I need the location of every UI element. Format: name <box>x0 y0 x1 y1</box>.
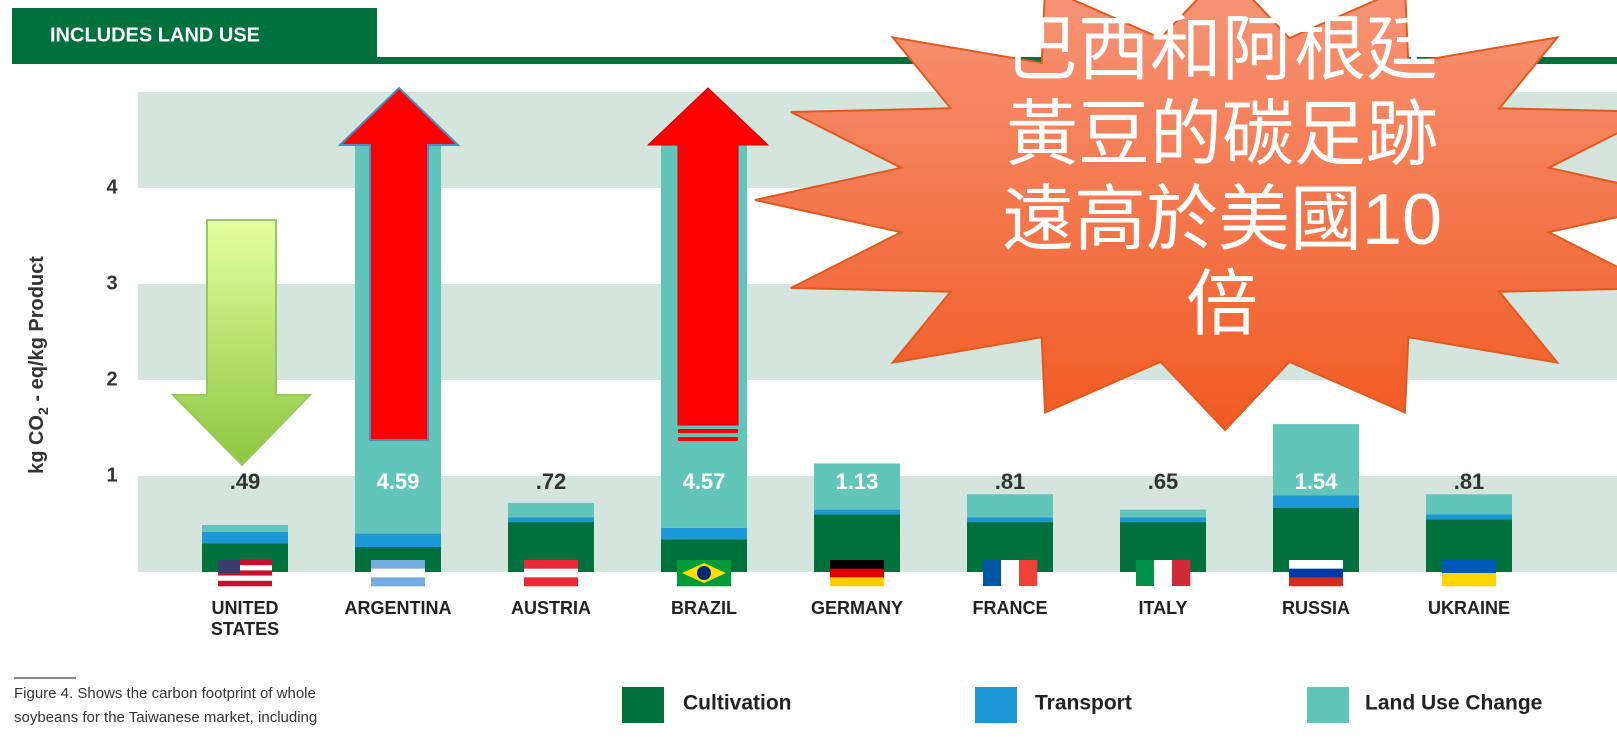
flag <box>371 577 425 587</box>
flag <box>218 560 272 566</box>
x-tick-label: RUSSIA <box>1282 598 1350 618</box>
legend-swatch <box>622 687 664 723</box>
flag <box>1136 560 1155 586</box>
caption: soybeans for the Taiwanese market, inclu… <box>14 709 317 726</box>
flag <box>1154 560 1173 586</box>
down-arrow <box>170 219 313 467</box>
flag <box>1442 560 1496 574</box>
flag <box>371 560 425 569</box>
flag <box>830 560 884 569</box>
data-label: .65 <box>1148 469 1179 494</box>
x-tick-label: AUSTRIA <box>511 598 591 618</box>
flag <box>1289 560 1343 569</box>
bar-segment <box>202 524 288 532</box>
flag <box>218 570 272 576</box>
y-axis-label: kg CO2 - eq/kg Product <box>26 256 50 474</box>
bar-segment <box>967 494 1053 518</box>
legend-swatch <box>975 687 1017 723</box>
x-tick-label: BRAZIL <box>671 598 737 618</box>
flag <box>697 566 711 580</box>
y-tick-label: 4 <box>106 176 118 198</box>
data-label: 1.54 <box>1295 469 1339 494</box>
flag <box>830 568 884 578</box>
up-arrow <box>337 86 461 441</box>
x-tick-label: STATES <box>211 619 279 639</box>
annotation: 巴西和阿根廷 <box>1006 10 1438 90</box>
header-box <box>12 8 377 64</box>
flag <box>524 568 578 578</box>
bar-segment <box>967 517 1053 523</box>
bar-segment <box>202 531 288 544</box>
x-tick-label: ARGENTINA <box>345 598 452 618</box>
arrow-stripe <box>678 429 738 433</box>
arrow-stripe <box>678 437 738 441</box>
x-tick-label: GERMANY <box>811 598 903 618</box>
caption-rule <box>14 677 76 679</box>
bar-segment <box>508 517 594 523</box>
legend-label: Cultivation <box>683 692 792 715</box>
y-tick-label: 3 <box>106 272 117 294</box>
data-label: .81 <box>995 469 1026 494</box>
bar-segment <box>1120 509 1206 518</box>
flag <box>1442 573 1496 587</box>
flag <box>1289 568 1343 578</box>
y-tick-label: 2 <box>106 368 117 390</box>
flag <box>371 568 425 578</box>
legend-swatch <box>1307 687 1349 723</box>
annotation: 遠高於美國10 <box>1002 180 1442 260</box>
data-label: .81 <box>1454 469 1485 494</box>
bar-segment <box>814 509 900 515</box>
flag <box>218 580 272 587</box>
bar-segment <box>355 533 441 548</box>
data-label: .72 <box>536 469 567 494</box>
flag <box>524 577 578 587</box>
bar-segment <box>508 502 594 518</box>
data-label: 1.13 <box>836 469 879 494</box>
flag <box>1172 560 1191 586</box>
data-label: 4.57 <box>683 469 726 494</box>
caption: Figure 4. Shows the carbon footprint of … <box>14 685 316 702</box>
y-label-sub: 2 <box>35 407 51 415</box>
flag <box>983 560 1002 586</box>
bar-segment <box>661 527 747 540</box>
bar-segment <box>1273 495 1359 508</box>
y-label-part: - eq/kg Product <box>26 256 48 407</box>
flag <box>218 565 272 571</box>
data-label: 4.59 <box>377 469 420 494</box>
flag <box>1001 560 1020 586</box>
y-tick-label: 1 <box>106 464 117 486</box>
flag <box>218 575 272 582</box>
legend-label: Land Use Change <box>1365 692 1542 715</box>
flag <box>830 577 884 587</box>
bar-segment <box>1426 494 1512 515</box>
annotation: 黃豆的碳足跡 <box>1006 95 1438 175</box>
flag <box>1289 577 1343 587</box>
flag <box>1019 560 1038 586</box>
bar-segment <box>814 463 900 510</box>
bar-segment <box>1273 424 1359 496</box>
x-tick-label: UKRAINE <box>1428 598 1510 618</box>
legend-label: Transport <box>1035 692 1132 715</box>
bar-segment <box>1120 517 1206 523</box>
data-label: .49 <box>230 469 261 494</box>
up-arrow <box>646 87 770 426</box>
bar-segment <box>1426 514 1512 520</box>
x-tick-label: FRANCE <box>973 598 1048 618</box>
x-tick-label: ITALY <box>1138 598 1187 618</box>
header: INCLUDES LAND USE <box>50 24 260 46</box>
annotation: 倍 <box>1186 265 1258 345</box>
starburst <box>754 0 1617 432</box>
y-label-part: kg CO <box>26 415 48 474</box>
flag <box>218 560 240 573</box>
flag <box>524 560 578 569</box>
x-tick-label: UNITED <box>212 598 279 618</box>
